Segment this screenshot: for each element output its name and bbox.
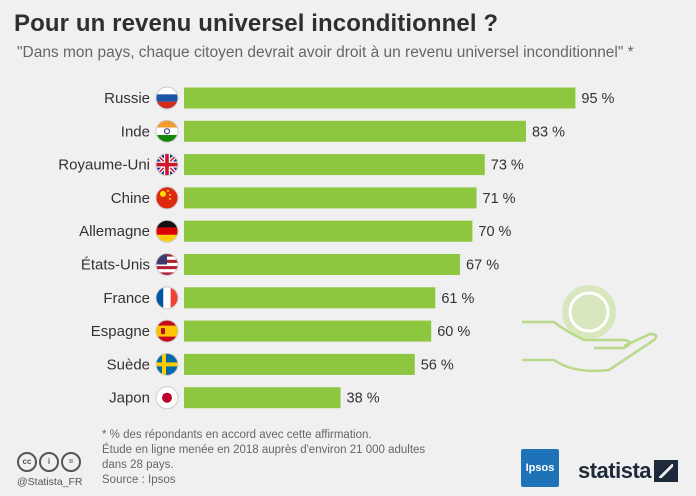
footnote-line: dans 28 pays.: [102, 459, 174, 471]
cc-icon[interactable]: cc: [17, 452, 37, 472]
russia-flag-icon: [155, 86, 179, 110]
bar: [184, 154, 485, 176]
germany-flag-icon: [155, 219, 179, 243]
value-label: 56 %: [421, 357, 454, 373]
category-label: États-Unis: [81, 257, 150, 274]
value-label: 67 %: [466, 258, 499, 274]
license-icons: cc i =: [17, 452, 81, 472]
source-label: Source : Ipsos: [102, 474, 176, 486]
bar: [184, 120, 526, 142]
value-label: 95 %: [581, 91, 614, 107]
footnote: * % des répondants en accord avec cette …: [102, 428, 462, 488]
category-label: Russie: [104, 90, 150, 107]
statista-logo-icon: [654, 460, 678, 482]
value-label: 38 %: [347, 391, 380, 407]
hand-coin-icon: [522, 285, 658, 373]
chart-title: Pour un revenu universel inconditionnel …: [14, 10, 499, 37]
value-label: 70 %: [478, 224, 511, 240]
uk-flag-icon: [155, 153, 179, 177]
value-label: 83 %: [532, 124, 565, 140]
japan-flag-icon: [155, 386, 179, 410]
category-label: Suède: [107, 356, 150, 373]
france-flag-icon: [155, 286, 179, 310]
bar: [184, 187, 477, 209]
category-label: Japon: [109, 390, 150, 407]
bar: [184, 353, 415, 375]
value-label: 71 %: [483, 191, 516, 207]
footnote-line: Étude en ligne menée en 2018 auprès d'en…: [102, 444, 426, 456]
no-derivatives-icon[interactable]: =: [61, 452, 81, 472]
spain-flag-icon: [155, 319, 179, 343]
india-flag-icon: [155, 119, 179, 143]
bar: [184, 220, 473, 242]
value-label: 60 %: [437, 324, 470, 340]
bar-chart: Russie 95 % Inde 83 % Royaume-Uni 73 % Chine 71…: [58, 86, 615, 410]
category-label: Chine: [111, 190, 150, 207]
sweden-flag-icon: [155, 352, 179, 376]
footnote-line: * % des répondants en accord avec cette …: [102, 429, 372, 441]
bar: [184, 287, 436, 309]
category-label: Allemagne: [79, 223, 150, 240]
china-flag-icon: [155, 186, 179, 210]
bar: [184, 320, 432, 342]
attribution-icon[interactable]: i: [39, 452, 59, 472]
bar: [184, 387, 341, 409]
category-label: Espagne: [91, 323, 150, 340]
twitter-handle[interactable]: @Statista_FR: [17, 476, 83, 488]
bar: [184, 254, 461, 275]
value-label: 73 %: [491, 158, 524, 174]
bar: [184, 87, 576, 109]
category-label: France: [103, 290, 150, 307]
value-label: 61 %: [441, 291, 474, 307]
usa-flag-icon: [155, 253, 179, 276]
chart-subtitle: "Dans mon pays, chaque citoyen devrait a…: [17, 44, 634, 61]
ipsos-logo: Ipsos: [521, 449, 559, 487]
category-label: Royaume-Uni: [58, 157, 150, 174]
category-label: Inde: [121, 123, 150, 140]
statista-logo[interactable]: statista: [578, 458, 652, 483]
